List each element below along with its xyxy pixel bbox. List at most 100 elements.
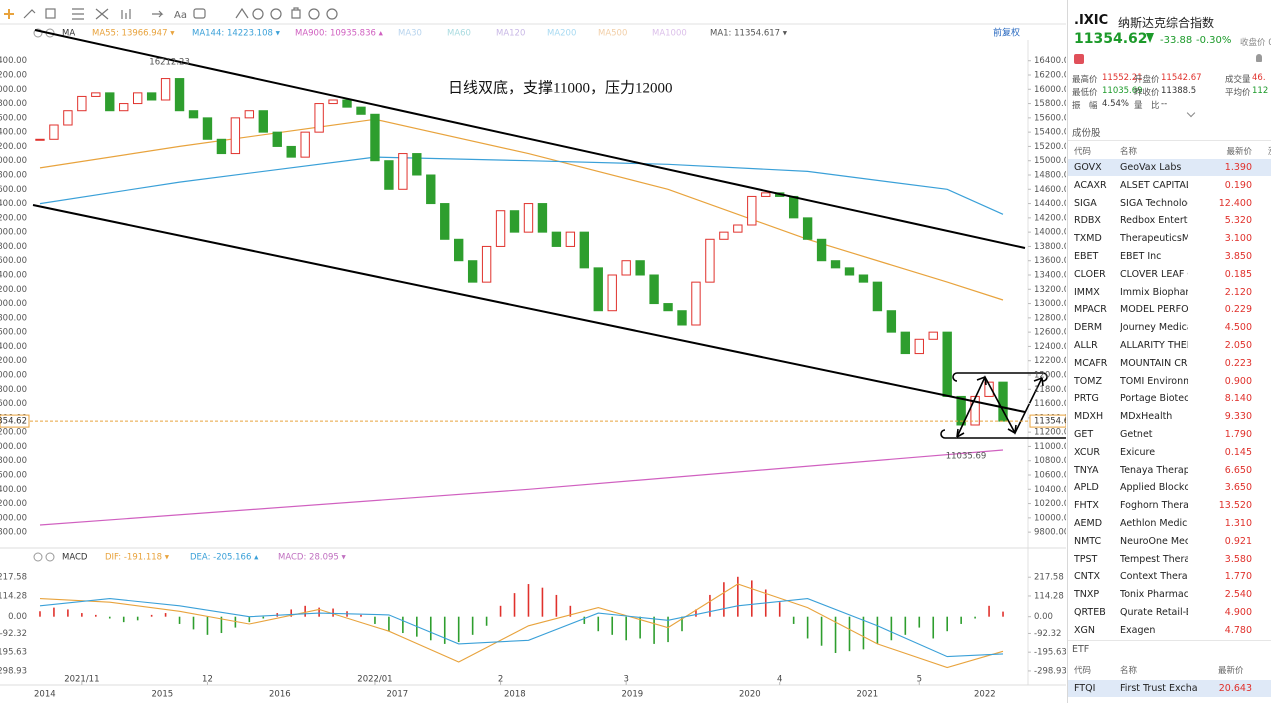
y-tick-label: 12800.00 bbox=[0, 313, 27, 323]
font-button[interactable]: Aa bbox=[174, 10, 187, 21]
y-tick-label: 12200.00 bbox=[1034, 356, 1066, 366]
candle bbox=[91, 92, 101, 97]
stock-row[interactable]: MCAFR MOUNTAIN CR 0.223 bbox=[1068, 355, 1271, 372]
magnet-tool[interactable] bbox=[252, 8, 264, 20]
year-label: 2017 bbox=[387, 690, 409, 700]
stock-row[interactable]: TNXP Tonix Pharmace 2.540 bbox=[1068, 586, 1271, 603]
stock-price: 8.140 bbox=[1224, 393, 1252, 405]
y-tick-label: 9800.00 bbox=[1034, 528, 1066, 538]
annotation: 日线双底，支撑11000，压力12000 bbox=[448, 79, 672, 96]
candle bbox=[314, 103, 324, 133]
y-tick-label: 16200.00 bbox=[1034, 71, 1066, 81]
settings-icon[interactable] bbox=[33, 552, 43, 562]
y-tick-label: 16200.00 bbox=[0, 71, 27, 81]
stock-row[interactable]: EBET EBET Inc 3.850 bbox=[1068, 248, 1271, 265]
candle bbox=[844, 267, 855, 276]
rect-tool[interactable] bbox=[45, 8, 56, 19]
candle bbox=[733, 224, 743, 233]
parallel-tool[interactable] bbox=[72, 8, 84, 20]
y-tick-label: 114.28 bbox=[0, 591, 27, 601]
ma-legend: MA144: 14223.108 ▾ bbox=[192, 29, 281, 39]
fib-tool[interactable] bbox=[95, 8, 109, 20]
stock-row[interactable]: APLD Applied Blockcl 3.650 bbox=[1068, 479, 1271, 496]
candle bbox=[119, 103, 129, 112]
stock-name: SIGA Technolog bbox=[1120, 197, 1188, 209]
stock-row[interactable]: ACAXR ALSET CAPITAL 0.190 bbox=[1068, 177, 1271, 194]
stock-row[interactable]: TXMD TherapeuticsMI 3.100 bbox=[1068, 230, 1271, 247]
gann-tool[interactable] bbox=[121, 9, 131, 19]
stock-code: MCAFR bbox=[1074, 357, 1108, 369]
arrow-head bbox=[976, 376, 987, 386]
stock-price: 0.229 bbox=[1224, 304, 1252, 316]
stock-code: PRTG bbox=[1074, 393, 1099, 405]
arrow-head bbox=[956, 428, 965, 438]
stock-code: MPACR bbox=[1074, 304, 1107, 316]
stock-row[interactable]: RDBX Redbox Enterta 5.320 bbox=[1068, 212, 1271, 229]
y-tick-label: 13000.00 bbox=[0, 299, 27, 309]
stock-code: ALLR bbox=[1074, 340, 1098, 351]
candle bbox=[370, 113, 380, 162]
view-tool[interactable] bbox=[308, 8, 320, 20]
etf-row[interactable]: FTQI First Trust Excha 20.643 bbox=[1068, 680, 1271, 697]
note-tool[interactable] bbox=[193, 8, 206, 19]
stock-price: 0.921 bbox=[1224, 535, 1252, 547]
stock-row[interactable]: GET Getnet 1.790 bbox=[1068, 426, 1271, 443]
stock-row[interactable]: TPST Tempest Therap 3.580 bbox=[1068, 551, 1271, 568]
stock-price: 1.790 bbox=[1224, 429, 1252, 440]
stock-row[interactable]: GOVX GeoVax Labs 1.390 bbox=[1068, 159, 1271, 176]
y-tick-label: 10800.00 bbox=[1034, 456, 1066, 466]
stock-row[interactable]: QRTEB Qurate Retail-B 4.900 bbox=[1068, 604, 1271, 621]
high-label: 16212.23 bbox=[149, 58, 190, 68]
stock-price: 0.185 bbox=[1224, 268, 1252, 280]
stock-code: CLOER bbox=[1074, 268, 1106, 280]
stock-row[interactable]: TOMZ TOMI Environm 0.900 bbox=[1068, 373, 1271, 390]
stat-label: 最低价 bbox=[1072, 88, 1098, 98]
stock-row[interactable]: XCUR Exicure 0.145 bbox=[1068, 444, 1271, 461]
last-price-label: 11354.62 bbox=[0, 417, 27, 427]
stock-code: GOVX bbox=[1074, 162, 1102, 173]
stock-row[interactable]: DERM Journey Medica 4.500 bbox=[1068, 319, 1271, 336]
settings-tool[interactable] bbox=[326, 8, 338, 20]
candle bbox=[49, 124, 59, 140]
stock-row[interactable]: MPACR MODEL PERFO 0.229 bbox=[1068, 301, 1271, 318]
settings-icon[interactable] bbox=[33, 28, 43, 38]
stock-row[interactable]: CNTX Context Therap 1.770 bbox=[1068, 568, 1271, 585]
lock-tool[interactable] bbox=[270, 8, 282, 20]
stock-row[interactable]: NMTC NeuroOne Mec 0.921 bbox=[1068, 533, 1271, 550]
stock-row[interactable]: ALLR ALLARITY THER 2.050 bbox=[1068, 337, 1271, 354]
y-tick-label: 15600.00 bbox=[0, 113, 27, 123]
stock-row[interactable]: CLOER CLOVER LEAF C 0.185 bbox=[1068, 266, 1271, 283]
double-bottom-path bbox=[956, 375, 1043, 438]
stock-name: Exagen bbox=[1120, 624, 1156, 636]
column-header: 名称 bbox=[1120, 666, 1138, 676]
stock-row[interactable]: PRTG Portage Biotect 8.140 bbox=[1068, 390, 1271, 407]
stock-row[interactable]: IMMX Immix Biopharn 2.120 bbox=[1068, 284, 1271, 301]
stock-name: Redbox Enterta bbox=[1120, 215, 1188, 227]
ma-legend: MA200 bbox=[547, 29, 576, 39]
stock-row[interactable]: FHTX Foghorn Therap 13.520 bbox=[1068, 497, 1271, 514]
drawings bbox=[32, 29, 1066, 439]
y-tick-label: 12200.00 bbox=[0, 356, 27, 366]
trend-line-lower bbox=[32, 204, 1026, 413]
stock-row[interactable]: AEMD Aethlon Medica 1.310 bbox=[1068, 515, 1271, 532]
arrow-tool[interactable] bbox=[152, 10, 164, 18]
y-tick-label: 0.00 bbox=[8, 612, 27, 622]
stock-row[interactable]: SIGA SIGA Technolog 12.400 bbox=[1068, 195, 1271, 212]
x-tick-label: 2 bbox=[498, 675, 503, 685]
stock-row[interactable]: XGN Exagen 4.780 bbox=[1068, 622, 1271, 639]
stat-label: 昨收价 bbox=[1134, 88, 1160, 98]
stock-code: TNYA bbox=[1074, 464, 1099, 476]
stock-row[interactable]: TNYA Tenaya Therape 6.650 bbox=[1068, 462, 1271, 479]
path-tool[interactable] bbox=[235, 7, 249, 19]
alert-button bbox=[1256, 54, 1262, 62]
crosshair-tool[interactable] bbox=[4, 9, 14, 19]
candle bbox=[481, 245, 492, 283]
stock-row[interactable]: MDXH MDxHealth 9.330 bbox=[1068, 408, 1271, 425]
delete-tool[interactable] bbox=[291, 7, 301, 19]
line-tool[interactable] bbox=[23, 9, 36, 19]
candle bbox=[551, 231, 562, 247]
stat-value: 4.54% bbox=[1102, 99, 1130, 109]
eye-icon[interactable] bbox=[45, 552, 55, 562]
